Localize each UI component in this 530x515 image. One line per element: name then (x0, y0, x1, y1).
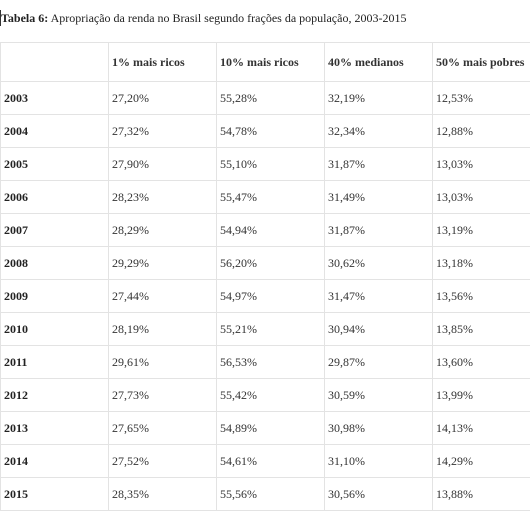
cell-top-1pct: 27,52% (108, 444, 217, 478)
cell-middle-40pct: 31,87% (324, 147, 433, 181)
cell-top-1pct: 28,35% (108, 477, 217, 511)
header-top-10pct: 10% mais ricos (216, 42, 325, 82)
header-middle-40pct: 40% medianos (324, 42, 433, 82)
header-row: 1% mais ricos 10% mais ricos 40% mediano… (0, 42, 530, 82)
cell-bottom-50pct: 13,03% (432, 147, 530, 181)
row-year: 2011 (0, 345, 109, 379)
caption-text: Apropriação da renda no Brasil segundo f… (48, 11, 407, 25)
table-row: 2010 28,19% 55,21% 30,94% 13,85% (0, 312, 530, 346)
cell-middle-40pct: 31,10% (324, 444, 433, 478)
row-year: 2008 (0, 246, 109, 280)
cell-top-10pct: 55,42% (216, 378, 325, 412)
header-top-1pct: 1% mais ricos (108, 42, 217, 82)
cell-top-10pct: 55,56% (216, 477, 325, 511)
cell-middle-40pct: 30,98% (324, 411, 433, 445)
cell-top-10pct: 54,94% (216, 213, 325, 247)
cell-middle-40pct: 31,87% (324, 213, 433, 247)
table-row: 2008 29,29% 56,20% 30,62% 13,18% (0, 246, 530, 280)
cell-top-10pct: 54,89% (216, 411, 325, 445)
table-row: 2011 29,61% 56,53% 29,87% 13,60% (0, 345, 530, 379)
table-row: 2005 27,90% 55,10% 31,87% 13,03% (0, 147, 530, 181)
cell-bottom-50pct: 14,29% (432, 444, 530, 478)
cell-middle-40pct: 30,56% (324, 477, 433, 511)
row-year: 2015 (0, 477, 109, 511)
cell-bottom-50pct: 13,85% (432, 312, 530, 346)
cell-top-1pct: 27,65% (108, 411, 217, 445)
cell-top-10pct: 55,10% (216, 147, 325, 181)
cell-top-1pct: 27,90% (108, 147, 217, 181)
cell-top-1pct: 28,23% (108, 180, 217, 214)
cell-top-1pct: 27,20% (108, 81, 217, 115)
row-year: 2014 (0, 444, 109, 478)
header-bottom-50pct: 50% mais pobres (432, 42, 530, 82)
cell-middle-40pct: 30,62% (324, 246, 433, 280)
table-row: 2012 27,73% 55,42% 30,59% 13,99% (0, 378, 530, 412)
caption-label: Tabela 6: (1, 11, 49, 25)
cell-middle-40pct: 30,94% (324, 312, 433, 346)
row-year: 2003 (0, 81, 109, 115)
cell-top-1pct: 28,29% (108, 213, 217, 247)
corner-cell (0, 42, 109, 82)
table-row: 2015 28,35% 55,56% 30,56% 13,88% (0, 477, 530, 511)
cell-top-10pct: 55,47% (216, 180, 325, 214)
cell-middle-40pct: 31,49% (324, 180, 433, 214)
row-year: 2006 (0, 180, 109, 214)
cell-bottom-50pct: 13,60% (432, 345, 530, 379)
row-year: 2009 (0, 279, 109, 313)
cell-top-1pct: 27,32% (108, 114, 217, 148)
income-table: 1% mais ricos 10% mais ricos 40% mediano… (0, 42, 530, 511)
cell-top-1pct: 28,19% (108, 312, 217, 346)
row-year: 2004 (0, 114, 109, 148)
cell-middle-40pct: 32,34% (324, 114, 433, 148)
cell-top-10pct: 55,28% (216, 81, 325, 115)
cell-bottom-50pct: 12,53% (432, 81, 530, 115)
cell-top-10pct: 56,53% (216, 345, 325, 379)
cell-top-1pct: 27,73% (108, 378, 217, 412)
cell-middle-40pct: 29,87% (324, 345, 433, 379)
cell-bottom-50pct: 13,19% (432, 213, 530, 247)
cell-middle-40pct: 32,19% (324, 81, 433, 115)
cell-top-1pct: 29,29% (108, 246, 217, 280)
cell-top-10pct: 56,20% (216, 246, 325, 280)
table-row: 2007 28,29% 54,94% 31,87% 13,19% (0, 213, 530, 247)
cell-top-10pct: 54,78% (216, 114, 325, 148)
cell-bottom-50pct: 13,03% (432, 180, 530, 214)
row-year: 2013 (0, 411, 109, 445)
cell-middle-40pct: 30,59% (324, 378, 433, 412)
cell-top-10pct: 54,61% (216, 444, 325, 478)
cell-top-10pct: 55,21% (216, 312, 325, 346)
row-year: 2012 (0, 378, 109, 412)
row-year: 2007 (0, 213, 109, 247)
cell-top-1pct: 29,61% (108, 345, 217, 379)
table-row: 2009 27,44% 54,97% 31,47% 13,56% (0, 279, 530, 313)
cell-middle-40pct: 31,47% (324, 279, 433, 313)
cell-bottom-50pct: 12,88% (432, 114, 530, 148)
row-year: 2005 (0, 147, 109, 181)
table-row: 2006 28,23% 55,47% 31,49% 13,03% (0, 180, 530, 214)
table-row: 2004 27,32% 54,78% 32,34% 12,88% (0, 114, 530, 148)
table-row: 2014 27,52% 54,61% 31,10% 14,29% (0, 444, 530, 478)
table-row: 2003 27,20% 55,28% 32,19% 12,53% (0, 81, 530, 115)
row-year: 2010 (0, 312, 109, 346)
cell-bottom-50pct: 13,88% (432, 477, 530, 511)
cell-top-1pct: 27,44% (108, 279, 217, 313)
cell-bottom-50pct: 14,13% (432, 411, 530, 445)
cell-top-10pct: 54,97% (216, 279, 325, 313)
cell-bottom-50pct: 13,56% (432, 279, 530, 313)
table-caption: Tabela 6: Apropriação da renda no Brasil… (0, 10, 406, 26)
table-header: 1% mais ricos 10% mais ricos 40% mediano… (0, 42, 530, 82)
cell-bottom-50pct: 13,18% (432, 246, 530, 280)
table-body: 2003 27,20% 55,28% 32,19% 12,53% 2004 27,32% 54… (0, 81, 530, 511)
cell-bottom-50pct: 13,99% (432, 378, 530, 412)
table-row: 2013 27,65% 54,89% 30,98% 14,13% (0, 411, 530, 445)
